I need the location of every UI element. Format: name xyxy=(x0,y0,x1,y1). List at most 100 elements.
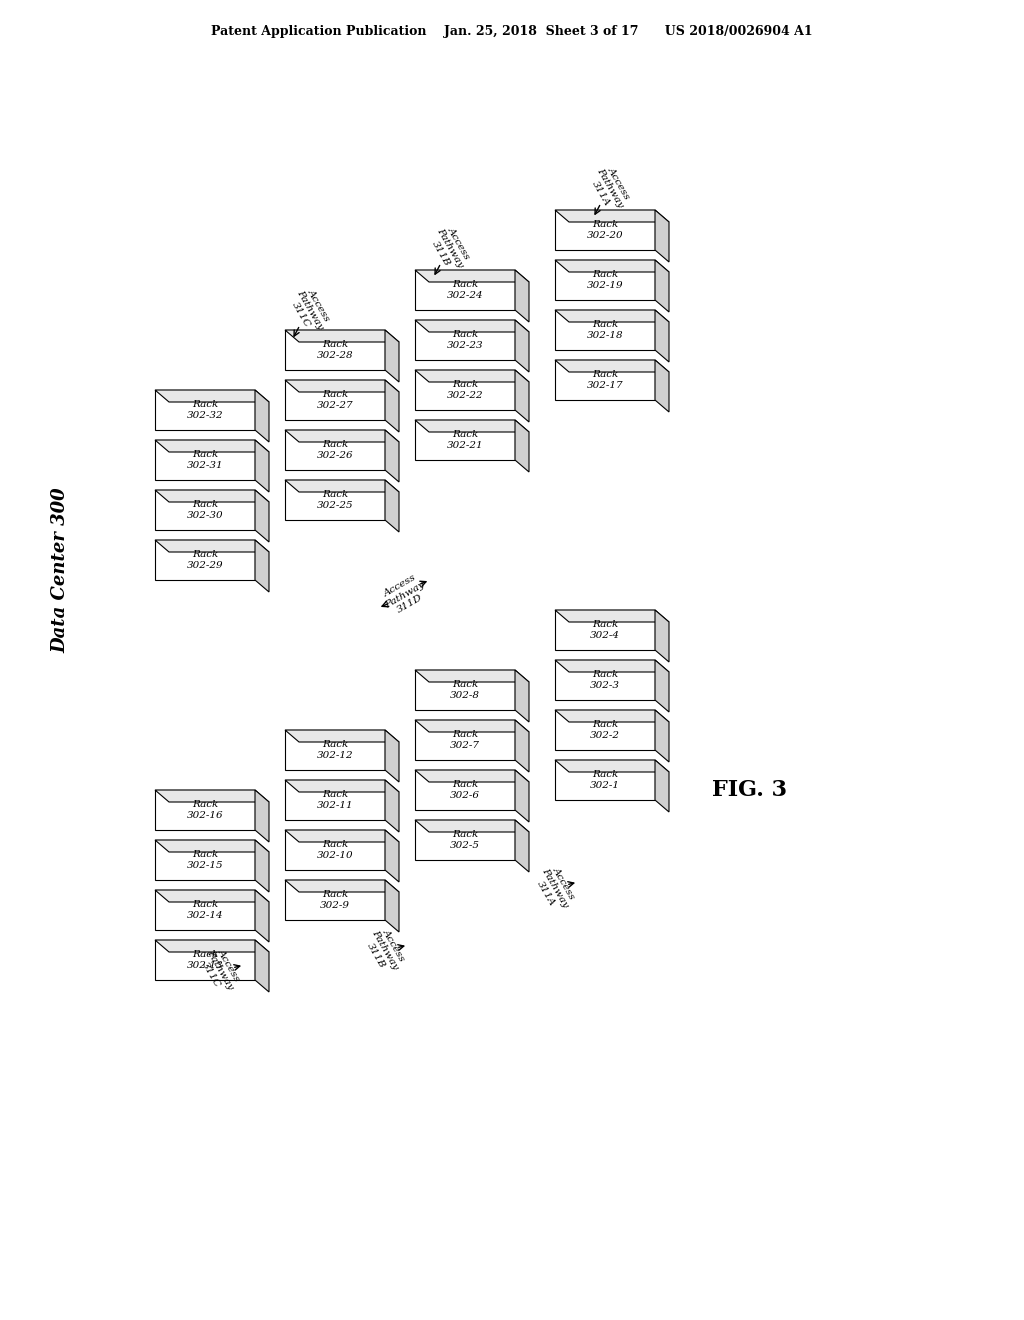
Text: Rack
302-9: Rack 302-9 xyxy=(319,890,350,909)
Polygon shape xyxy=(515,719,529,772)
Polygon shape xyxy=(655,210,669,261)
Text: Rack
302-21: Rack 302-21 xyxy=(446,430,483,450)
Polygon shape xyxy=(385,780,399,832)
Text: Access
Pathway
311D: Access Pathway 311D xyxy=(379,572,431,619)
Polygon shape xyxy=(415,719,515,760)
Polygon shape xyxy=(415,319,515,360)
Polygon shape xyxy=(155,840,255,880)
Polygon shape xyxy=(555,710,669,722)
Polygon shape xyxy=(385,330,399,381)
Polygon shape xyxy=(415,271,515,310)
Polygon shape xyxy=(285,730,385,770)
Text: Rack
302-1: Rack 302-1 xyxy=(590,771,620,789)
Polygon shape xyxy=(415,671,529,682)
Polygon shape xyxy=(555,210,669,222)
Polygon shape xyxy=(555,660,669,672)
Polygon shape xyxy=(555,760,655,800)
Text: Data Center 300: Data Center 300 xyxy=(51,487,69,653)
Polygon shape xyxy=(655,660,669,711)
Polygon shape xyxy=(555,260,669,272)
Polygon shape xyxy=(555,710,655,750)
Polygon shape xyxy=(515,671,529,722)
Text: Rack
302-14: Rack 302-14 xyxy=(186,900,223,920)
Text: Patent Application Publication    Jan. 25, 2018  Sheet 3 of 17      US 2018/0026: Patent Application Publication Jan. 25, … xyxy=(211,25,813,38)
Polygon shape xyxy=(655,710,669,762)
Polygon shape xyxy=(285,830,399,842)
Text: Rack
302-17: Rack 302-17 xyxy=(587,371,624,389)
Text: Rack
302-25: Rack 302-25 xyxy=(316,490,353,510)
Text: Rack
302-18: Rack 302-18 xyxy=(587,321,624,339)
Polygon shape xyxy=(285,830,385,870)
Text: Access
Pathway
311C: Access Pathway 311C xyxy=(196,944,244,997)
Polygon shape xyxy=(285,330,385,370)
Polygon shape xyxy=(255,840,269,892)
Polygon shape xyxy=(515,370,529,422)
Polygon shape xyxy=(155,890,269,902)
Polygon shape xyxy=(555,760,669,772)
Polygon shape xyxy=(655,360,669,412)
Polygon shape xyxy=(555,310,655,350)
Polygon shape xyxy=(415,420,529,432)
Polygon shape xyxy=(255,490,269,543)
Polygon shape xyxy=(155,440,255,480)
Polygon shape xyxy=(155,440,269,451)
Polygon shape xyxy=(415,770,529,781)
Polygon shape xyxy=(515,770,529,822)
Text: Rack
302-26: Rack 302-26 xyxy=(316,441,353,459)
Polygon shape xyxy=(415,319,529,333)
Polygon shape xyxy=(385,730,399,781)
Polygon shape xyxy=(415,719,529,733)
Polygon shape xyxy=(155,789,255,830)
Polygon shape xyxy=(155,540,269,552)
Text: Rack
302-19: Rack 302-19 xyxy=(587,271,624,289)
Polygon shape xyxy=(415,271,529,282)
Polygon shape xyxy=(655,760,669,812)
Text: Rack
302-27: Rack 302-27 xyxy=(316,391,353,409)
Polygon shape xyxy=(515,271,529,322)
Text: Rack
302-15: Rack 302-15 xyxy=(186,850,223,870)
Polygon shape xyxy=(285,430,399,442)
Text: Rack
302-23: Rack 302-23 xyxy=(446,330,483,350)
Polygon shape xyxy=(255,389,269,442)
Polygon shape xyxy=(285,780,399,792)
Polygon shape xyxy=(385,380,399,432)
Polygon shape xyxy=(415,820,515,861)
Polygon shape xyxy=(285,380,399,392)
Text: Rack
302-16: Rack 302-16 xyxy=(186,800,223,820)
Polygon shape xyxy=(655,610,669,663)
Polygon shape xyxy=(385,830,399,882)
Polygon shape xyxy=(155,840,269,851)
Text: Rack
302-11: Rack 302-11 xyxy=(316,791,353,809)
Polygon shape xyxy=(655,310,669,362)
Polygon shape xyxy=(255,540,269,591)
Text: Rack
302-8: Rack 302-8 xyxy=(450,680,480,700)
Polygon shape xyxy=(285,430,385,470)
Polygon shape xyxy=(555,660,655,700)
Polygon shape xyxy=(515,820,529,873)
Polygon shape xyxy=(255,440,269,492)
Text: Rack
302-6: Rack 302-6 xyxy=(450,780,480,800)
Text: Rack
302-30: Rack 302-30 xyxy=(186,500,223,520)
Polygon shape xyxy=(285,380,385,420)
Polygon shape xyxy=(155,940,255,979)
Polygon shape xyxy=(285,730,399,742)
Text: Rack
302-3: Rack 302-3 xyxy=(590,671,620,689)
Text: Access
Pathway
311B: Access Pathway 311B xyxy=(426,222,474,275)
Text: Rack
302-28: Rack 302-28 xyxy=(316,341,353,360)
Text: Rack
302-13: Rack 302-13 xyxy=(186,950,223,970)
Polygon shape xyxy=(415,370,515,411)
Polygon shape xyxy=(155,890,255,931)
Polygon shape xyxy=(285,480,385,520)
Polygon shape xyxy=(255,789,269,842)
Text: Access
Pathway
311A: Access Pathway 311A xyxy=(586,161,634,215)
Polygon shape xyxy=(155,389,255,430)
Polygon shape xyxy=(255,940,269,993)
Polygon shape xyxy=(415,820,529,832)
Text: Rack
302-20: Rack 302-20 xyxy=(587,220,624,240)
Text: FIG. 3: FIG. 3 xyxy=(713,779,787,801)
Polygon shape xyxy=(285,330,399,342)
Polygon shape xyxy=(155,389,269,403)
Polygon shape xyxy=(385,480,399,532)
Polygon shape xyxy=(555,610,669,622)
Text: Rack
302-2: Rack 302-2 xyxy=(590,721,620,739)
